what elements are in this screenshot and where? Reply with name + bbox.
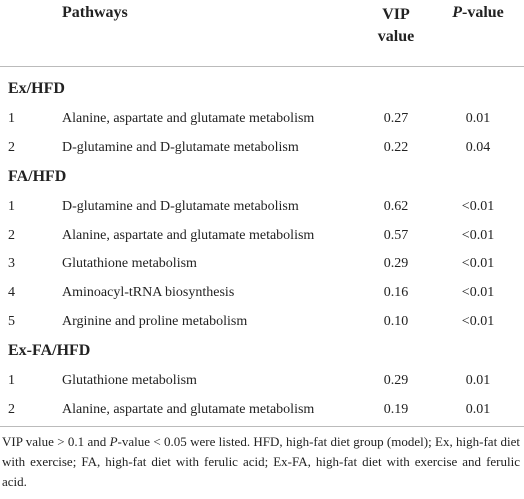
vip-value: 0.19 (383, 401, 409, 417)
vip-value: 0.16 (383, 285, 409, 300)
p-value: 0.01 (465, 373, 491, 389)
vip-value: 0.27 (383, 111, 409, 126)
footnote: VIP value > 0.1 and P-value < 0.05 were … (2, 432, 520, 492)
footnote-text: -value < 0.05 were listed. HFD, high-fat… (2, 434, 520, 489)
pathway: Arginine and proline metabolism (62, 313, 248, 329)
vip-value: 0.10 (383, 313, 409, 329)
header-rule (0, 66, 524, 67)
row-index: 2 (8, 401, 15, 417)
pathway: Aminoacyl-tRNA biosynthesis (62, 285, 235, 300)
row-index: 1 (8, 373, 15, 389)
vip-value: 0.22 (383, 139, 409, 155)
bottom-rule (0, 426, 524, 427)
row-index: 2 (8, 227, 15, 243)
vip-value: 0.62 (383, 199, 409, 215)
p-value: <0.01 (461, 313, 495, 329)
header-vip: VIP value (378, 4, 414, 48)
row-index: 2 (8, 139, 15, 155)
footnote-italic: P (109, 434, 118, 449)
pathway: Alanine, aspartate and glutamate metabol… (62, 227, 315, 243)
p-value: <0.01 (461, 256, 495, 272)
pathway: D-glutamine and D-glutamate metabolism (62, 199, 299, 215)
row-index: 3 (8, 256, 15, 272)
pathway: Alanine, aspartate and glutamate metabol… (62, 111, 315, 126)
group-label: Ex-FA/HFD (8, 342, 91, 360)
row-index: 1 (8, 111, 15, 126)
vip-value: 0.57 (383, 227, 409, 243)
vip-value: 0.29 (383, 373, 409, 389)
pathway: Glutathione metabolism (62, 373, 197, 389)
header-vip-line: value (377, 28, 415, 45)
group-label: Ex/HFD (8, 80, 65, 97)
header-pvalue: P-value (452, 4, 504, 22)
p-value: <0.01 (461, 199, 495, 215)
header-pvalue-italic: P (452, 4, 462, 21)
header-pathways: Pathways (62, 4, 128, 21)
row-index: 4 (8, 285, 15, 300)
pathway: Glutathione metabolism (62, 256, 197, 272)
group-label: FA/HFD (8, 168, 67, 186)
p-value: 0.04 (465, 139, 491, 155)
p-value: 0.01 (465, 111, 491, 126)
pathway: D-glutamine and D-glutamate metabolism (62, 139, 299, 155)
header-pvalue-text: -value (462, 4, 504, 21)
vip-value: 0.29 (383, 256, 409, 272)
row-index: 1 (8, 199, 15, 215)
p-value: <0.01 (461, 227, 495, 243)
header-vip-line: VIP (382, 6, 410, 23)
row-index: 5 (8, 313, 15, 329)
footnote-text: VIP value > 0.1 and (2, 434, 110, 449)
p-value: <0.01 (461, 285, 495, 300)
pathway: Alanine, aspartate and glutamate metabol… (62, 401, 315, 417)
p-value: 0.01 (465, 401, 491, 417)
